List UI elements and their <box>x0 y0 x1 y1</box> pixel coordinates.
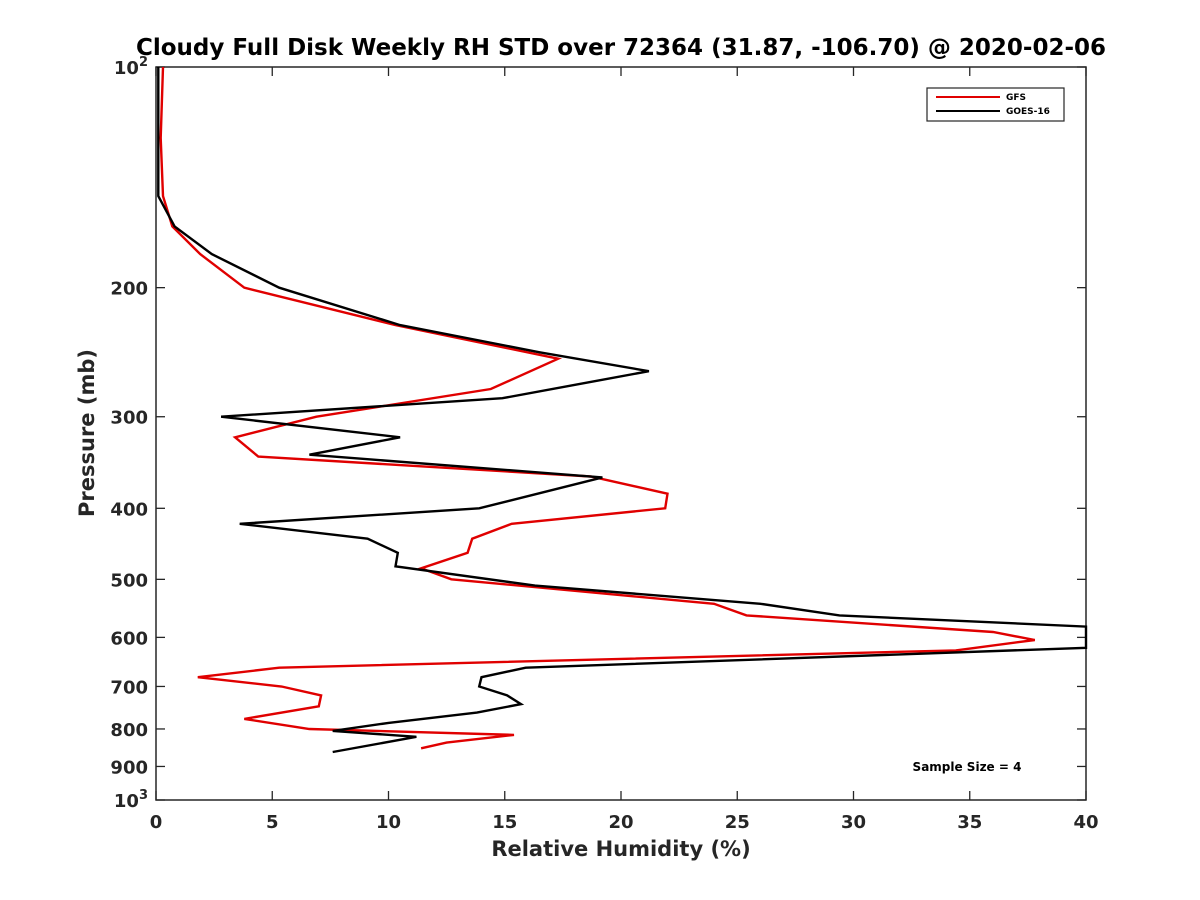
y-tick-label: 500 <box>110 570 148 591</box>
x-tick-label: 15 <box>492 812 517 833</box>
y-tick-label: 600 <box>110 628 148 649</box>
x-tick-label: 5 <box>266 812 279 833</box>
chart-title: Cloudy Full Disk Weekly RH STD over 7236… <box>136 35 1106 61</box>
x-tick-label: 35 <box>957 812 982 833</box>
legend: GFS GOES-16 <box>926 87 1065 122</box>
legend-label-goes16: GOES-16 <box>1006 107 1050 117</box>
series-layer <box>157 66 1088 754</box>
x-tick-label: 10 <box>376 812 401 833</box>
y-tick-label: 800 <box>110 720 148 741</box>
x-tick-label: 40 <box>1073 812 1098 833</box>
x-axis-label: Relative Humidity (%) <box>491 837 750 861</box>
y-tick-label: 200 <box>110 279 148 300</box>
x-tick-label: 30 <box>841 812 866 833</box>
y-axis-label: Pressure (mb) <box>75 349 99 517</box>
y-tick-label: 400 <box>110 499 148 520</box>
x-tick-label: 20 <box>608 812 633 833</box>
y-tick-label: 900 <box>110 757 148 778</box>
legend-label-gfs: GFS <box>1006 93 1026 103</box>
x-tick-label: 25 <box>725 812 750 833</box>
legend-box <box>926 87 1065 122</box>
y-tick-label: 700 <box>110 677 148 698</box>
x-tick-label: 0 <box>150 812 163 833</box>
y-tick-label: 103 <box>114 788 148 812</box>
series-line-gfs <box>159 66 1036 750</box>
y-axis: 102 200 300 400 500 600 700 800 900 103 <box>110 55 1086 812</box>
plot-area <box>155 66 1087 801</box>
y-tick-label: 300 <box>110 408 148 429</box>
series-line-goes-16 <box>157 67 1088 754</box>
y-tick-label: 102 <box>114 55 148 79</box>
x-axis: 0 5 10 15 20 25 30 35 40 <box>150 67 1099 833</box>
sample-size-annotation: Sample Size = 4 <box>913 760 1022 774</box>
